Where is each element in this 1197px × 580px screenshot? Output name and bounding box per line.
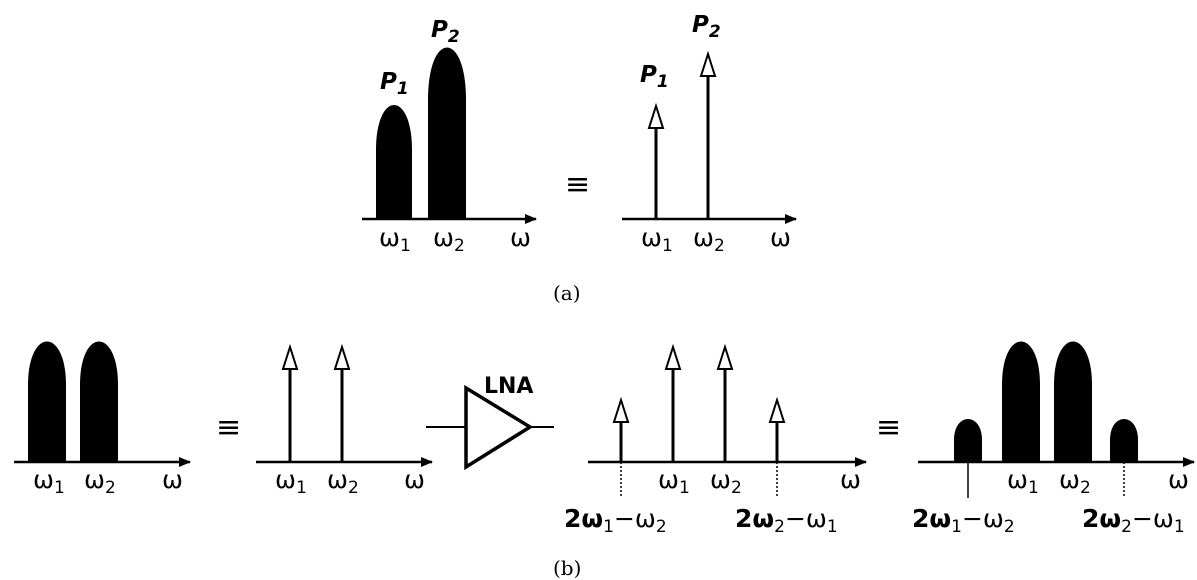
label-im3-low: 2ω1−ω2 <box>912 504 1015 537</box>
tick-omega1: ω1 <box>658 465 690 498</box>
equiv-symbol-a: ≡ <box>565 167 590 202</box>
tick-omega1: ω1 <box>379 223 411 256</box>
equiv-symbol-b2: ≡ <box>876 410 901 445</box>
tick-omega2: ω2 <box>84 465 116 498</box>
label-im3-high: 2ω2−ω1 <box>1082 504 1185 537</box>
panel-a-spectrum-lobes: P1 P2 ω1 ω2 ω <box>362 17 537 256</box>
caption-b: (b) <box>553 556 581 580</box>
im3-high-lobe <box>1110 419 1138 462</box>
tone-p2-arrowhead <box>699 50 717 77</box>
tone-omega2-arrowhead <box>333 343 351 370</box>
caption-a: (a) <box>553 281 581 305</box>
tick-omega2: ω2 <box>710 465 742 498</box>
panel-b-output-lobes: ω1 ω2 ω 2ω1−ω2 2ω2−ω1 <box>912 341 1195 537</box>
lna-triangle-symbol <box>464 384 534 471</box>
tick-omega1: ω1 <box>33 465 65 498</box>
tick-omega2: ω2 <box>693 223 725 256</box>
axis-label-omega: ω <box>840 465 861 494</box>
lobe-omega2 <box>1054 341 1092 462</box>
panel-b-input-lobes: ω1 ω2 ω <box>14 341 191 498</box>
tone-omega2-arrowhead <box>716 343 734 370</box>
tone-omega1-arrowhead <box>281 343 299 370</box>
panel-a-spectrum-tones: P1 P2 ω1 ω2 ω <box>622 12 797 256</box>
tone-p1-arrowhead <box>647 102 665 129</box>
axis-label-omega: ω <box>162 465 183 494</box>
im3-low-arrowhead <box>612 396 630 423</box>
label-im3-high: 2ω2−ω1 <box>735 504 838 537</box>
label-p2-tone: P2 <box>692 12 721 42</box>
tick-omega2: ω2 <box>327 465 359 498</box>
lobe-omega2 <box>80 341 118 462</box>
label-p1-tone: P1 <box>640 62 669 92</box>
label-p2: P2 <box>431 17 460 47</box>
lna-label: LNA <box>484 374 533 399</box>
lobe-p2 <box>428 47 466 219</box>
axis-label-omega: ω <box>770 223 791 252</box>
lobe-p1 <box>376 105 412 219</box>
lobe-omega1 <box>28 341 66 462</box>
axis-label-omega: ω <box>1168 465 1189 494</box>
label-im3-low: 2ω1−ω2 <box>564 504 667 537</box>
panel-b-output-tones: ω1 ω2 ω 2ω1−ω2 2ω2−ω1 <box>564 343 867 537</box>
tick-omega2: ω2 <box>1059 465 1091 498</box>
tick-omega1: ω1 <box>641 223 673 256</box>
im3-high-arrowhead <box>768 396 786 423</box>
im3-low-lobe <box>954 419 982 462</box>
tick-omega1: ω1 <box>1007 465 1039 498</box>
tick-omega1: ω1 <box>275 465 307 498</box>
equiv-symbol-b1: ≡ <box>216 410 241 445</box>
label-p1: P1 <box>380 69 409 99</box>
tone-omega1-arrowhead <box>664 343 682 370</box>
tick-omega2: ω2 <box>433 223 465 256</box>
lobe-omega1 <box>1002 341 1040 462</box>
axis-label-omega: ω <box>510 223 531 252</box>
axis-label-omega: ω <box>404 465 425 494</box>
lna-amplifier: LNA <box>426 374 554 471</box>
panel-b-input-tones: ω1 ω2 ω <box>256 343 433 498</box>
